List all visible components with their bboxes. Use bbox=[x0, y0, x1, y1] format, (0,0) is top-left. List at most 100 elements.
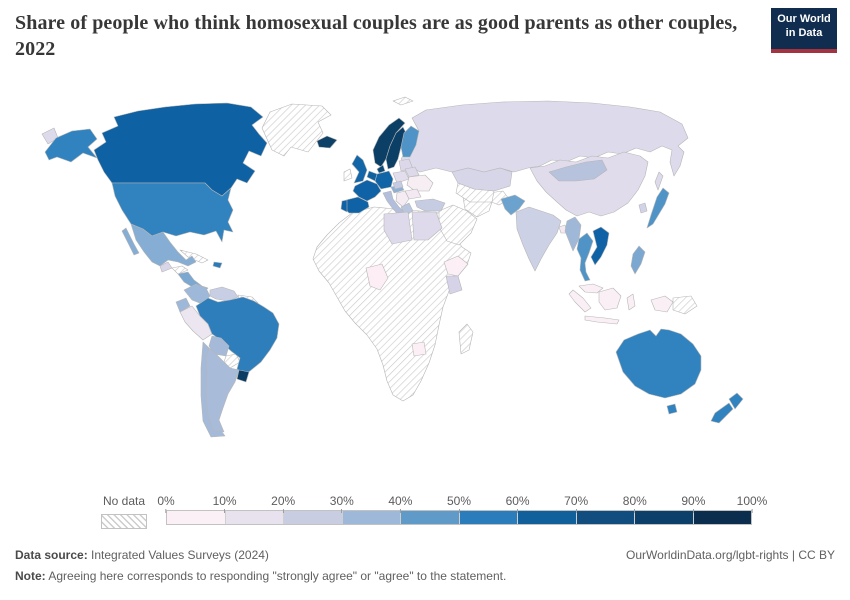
legend-tick-20: 20% bbox=[271, 494, 295, 513]
country-australia[interactable] bbox=[615, 328, 702, 399]
map-legend: No data 0% 10% 20% 30% 40% 50% 60% 70% 8… bbox=[101, 494, 767, 532]
country-ecuador[interactable] bbox=[175, 297, 191, 313]
country-myanmar[interactable] bbox=[564, 216, 582, 252]
country-brazil[interactable] bbox=[195, 296, 280, 377]
country-indonesia-west-papua[interactable] bbox=[650, 295, 674, 313]
country-united-kingdom[interactable] bbox=[351, 154, 368, 184]
country-pakistan[interactable] bbox=[500, 194, 526, 216]
country-egypt[interactable] bbox=[411, 211, 443, 241]
country-mexico-baja[interactable] bbox=[121, 227, 140, 256]
country-ireland[interactable] bbox=[343, 168, 353, 182]
owid-url-license[interactable]: OurWorldinData.org/lgbt-rights | CC BY bbox=[626, 548, 835, 562]
legend-bin-10-20[interactable] bbox=[224, 511, 283, 524]
world-choropleth-map bbox=[41, 96, 744, 438]
legend-tick-40: 40% bbox=[388, 494, 412, 513]
legend-bin-50-60[interactable] bbox=[458, 511, 517, 524]
country-kenya[interactable] bbox=[445, 275, 463, 295]
country-malaysia[interactable] bbox=[578, 283, 604, 294]
country-argentina[interactable] bbox=[205, 347, 240, 433]
country-united-states[interactable] bbox=[111, 182, 234, 243]
country-dominican-republic[interactable] bbox=[212, 261, 223, 269]
legend-bin-20-30[interactable] bbox=[283, 511, 342, 524]
country-kazakhstan[interactable] bbox=[451, 167, 513, 192]
legend-bin-90-100[interactable] bbox=[692, 511, 751, 524]
note-text: Agreeing here corresponds to responding … bbox=[45, 569, 507, 583]
country-uruguay[interactable] bbox=[236, 369, 250, 383]
country-norway[interactable] bbox=[372, 117, 406, 168]
country-madagascar[interactable] bbox=[458, 323, 474, 355]
legend-tick-0: 0% bbox=[157, 494, 174, 513]
legend-tick-50: 50% bbox=[447, 494, 471, 513]
country-france[interactable] bbox=[352, 179, 382, 202]
country-libya[interactable] bbox=[383, 211, 413, 245]
legend-no-data-label: No data bbox=[102, 494, 146, 508]
country-new-zealand-south[interactable] bbox=[710, 402, 734, 424]
country-iceland[interactable] bbox=[316, 135, 338, 149]
country-new-zealand-north[interactable] bbox=[728, 392, 744, 410]
legend-tick-100: 100% bbox=[737, 494, 768, 513]
country-honduras[interactable] bbox=[171, 265, 189, 275]
note-line: Note: Agreeing here corresponds to respo… bbox=[15, 569, 506, 583]
legend-no-data-group[interactable]: No data bbox=[101, 494, 147, 529]
legend-color-bar-group: 0% 10% 20% 30% 40% 50% 60% 70% 80% 90% 1… bbox=[157, 494, 767, 525]
legend-bin-30-40[interactable] bbox=[341, 511, 400, 524]
legend-bin-40-50[interactable] bbox=[400, 511, 459, 524]
legend-tick-30: 30% bbox=[330, 494, 354, 513]
page-title: Share of people who think homosexual cou… bbox=[15, 12, 738, 61]
country-guatemala[interactable] bbox=[159, 261, 173, 273]
country-turkey[interactable] bbox=[414, 198, 446, 212]
country-indonesia-java[interactable] bbox=[584, 315, 620, 325]
country-denmark[interactable] bbox=[376, 164, 386, 174]
legend-bin-60-70[interactable] bbox=[517, 511, 576, 524]
country-portugal[interactable] bbox=[340, 199, 348, 213]
data-regions bbox=[41, 100, 744, 438]
country-australia-tasmania[interactable] bbox=[666, 403, 678, 415]
country-japan[interactable] bbox=[646, 187, 670, 229]
country-bolivia[interactable] bbox=[208, 335, 230, 357]
country-india[interactable] bbox=[515, 206, 562, 272]
country-nigeria[interactable] bbox=[365, 263, 389, 291]
note-label: Note: bbox=[15, 569, 46, 583]
country-ethiopia[interactable] bbox=[443, 255, 469, 277]
country-vietnam[interactable] bbox=[590, 226, 610, 266]
country-netherlands[interactable] bbox=[366, 170, 378, 182]
country-zimbabwe[interactable] bbox=[411, 341, 427, 357]
legend-no-data-swatch[interactable] bbox=[101, 514, 147, 529]
country-indonesia-sumatra[interactable] bbox=[568, 289, 592, 313]
country-china[interactable] bbox=[529, 151, 649, 217]
country-ukraine[interactable] bbox=[406, 174, 434, 192]
no-data-regions bbox=[171, 96, 698, 402]
country-mongolia[interactable] bbox=[548, 159, 608, 182]
chart-footer: Data source: Integrated Values Surveys (… bbox=[15, 548, 835, 583]
country-greenland[interactable] bbox=[261, 103, 332, 157]
country-south-korea[interactable] bbox=[638, 202, 648, 214]
country-indonesia-borneo[interactable] bbox=[598, 287, 622, 311]
legend-bin-0-10[interactable] bbox=[167, 511, 225, 524]
data-source-line: Data source: Integrated Values Surveys (… bbox=[15, 548, 269, 562]
owid-logo-line2: in Data bbox=[785, 26, 823, 39]
country-czechia[interactable] bbox=[392, 180, 404, 190]
region-southeast-europe[interactable] bbox=[395, 190, 410, 208]
legend-bin-80-90[interactable] bbox=[634, 511, 693, 524]
country-philippines[interactable] bbox=[630, 245, 646, 275]
country-thailand[interactable] bbox=[576, 232, 594, 282]
country-canada[interactable] bbox=[93, 102, 268, 197]
region-middle-east-no-data[interactable] bbox=[438, 204, 478, 246]
legend-tick-80: 80% bbox=[623, 494, 647, 513]
country-finland[interactable] bbox=[400, 125, 420, 158]
country-cuba[interactable] bbox=[179, 249, 209, 264]
legend-tick-10: 10% bbox=[213, 494, 237, 513]
country-united-states-alaska[interactable] bbox=[44, 128, 98, 163]
country-svalbard[interactable] bbox=[392, 96, 414, 106]
country-papua-new-guinea[interactable] bbox=[672, 295, 698, 315]
country-mexico[interactable] bbox=[130, 223, 197, 267]
legend-bin-70-80[interactable] bbox=[575, 511, 634, 524]
country-indonesia-sulawesi[interactable] bbox=[626, 293, 636, 311]
country-belarus[interactable] bbox=[404, 166, 420, 178]
owid-logo[interactable]: Our World in Data bbox=[771, 8, 837, 53]
country-russia-sakhalin[interactable] bbox=[654, 171, 664, 191]
country-paraguay[interactable] bbox=[223, 353, 241, 369]
legend-tick-70: 70% bbox=[564, 494, 588, 513]
legend-ticks: 0% 10% 20% 30% 40% 50% 60% 70% 80% 90% 1… bbox=[157, 494, 767, 509]
